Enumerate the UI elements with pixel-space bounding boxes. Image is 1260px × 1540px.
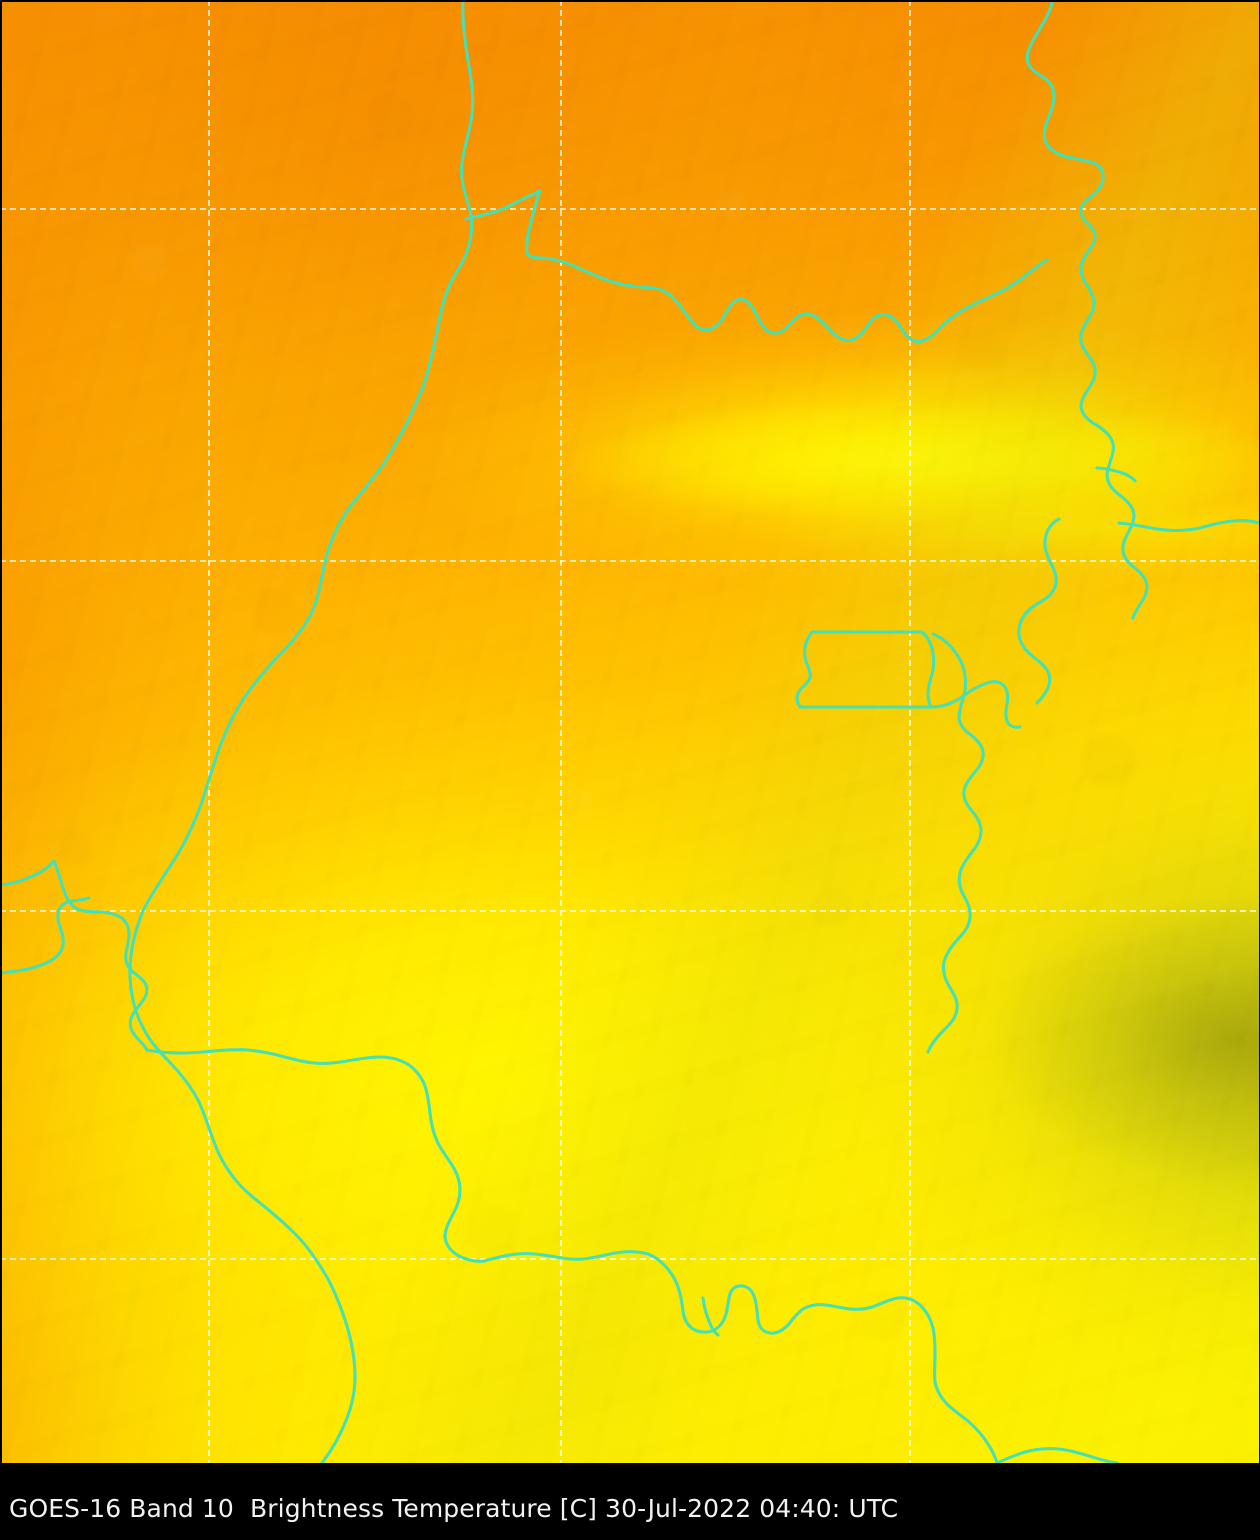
graticule-group xyxy=(0,0,1260,1463)
brightness-temperature-raster xyxy=(0,0,1260,1463)
boundary-lower-left-hook xyxy=(0,896,91,975)
boundary-group xyxy=(0,0,1260,1463)
boundary-state-west-edge xyxy=(795,630,814,709)
boundary-north-spur xyxy=(464,189,1049,344)
cold-cloud-core-layer xyxy=(0,0,1260,1463)
caption-bar: GOES-16 Band 10 Brightness Temperature [… xyxy=(0,1463,1260,1540)
boundary-notch-east xyxy=(1095,466,1137,483)
boundary-state-rectangle xyxy=(798,630,936,709)
boundary-south-branch xyxy=(428,1111,486,1263)
pixel-mottle-layer-b xyxy=(0,0,1260,1463)
boundary-northeast-river xyxy=(1025,0,1149,620)
boundary-south-tail xyxy=(701,1296,720,1337)
boundary-state-south-edge xyxy=(929,680,1022,729)
boundary-central-river xyxy=(926,632,985,1054)
boundary-west-long xyxy=(128,0,475,1463)
boundary-east-shelf xyxy=(1117,519,1260,533)
satellite-image-panel[interactable] xyxy=(0,0,1260,1463)
boundary-bottom-right-edge xyxy=(995,1447,1119,1463)
product-caption: GOES-16 Band 10 Brightness Temperature [… xyxy=(9,1494,899,1523)
boundary-southern-river xyxy=(482,1250,999,1463)
boundary-panhandle-south xyxy=(145,1048,432,1115)
boundary-confluence-loop xyxy=(1017,517,1061,705)
boundary-lower-left-panhandle xyxy=(0,859,149,1052)
map-vector-overlay xyxy=(0,0,1260,1463)
pixel-mottle-layer-a xyxy=(0,0,1260,1463)
cloud-tendril-layer xyxy=(0,0,1260,1463)
